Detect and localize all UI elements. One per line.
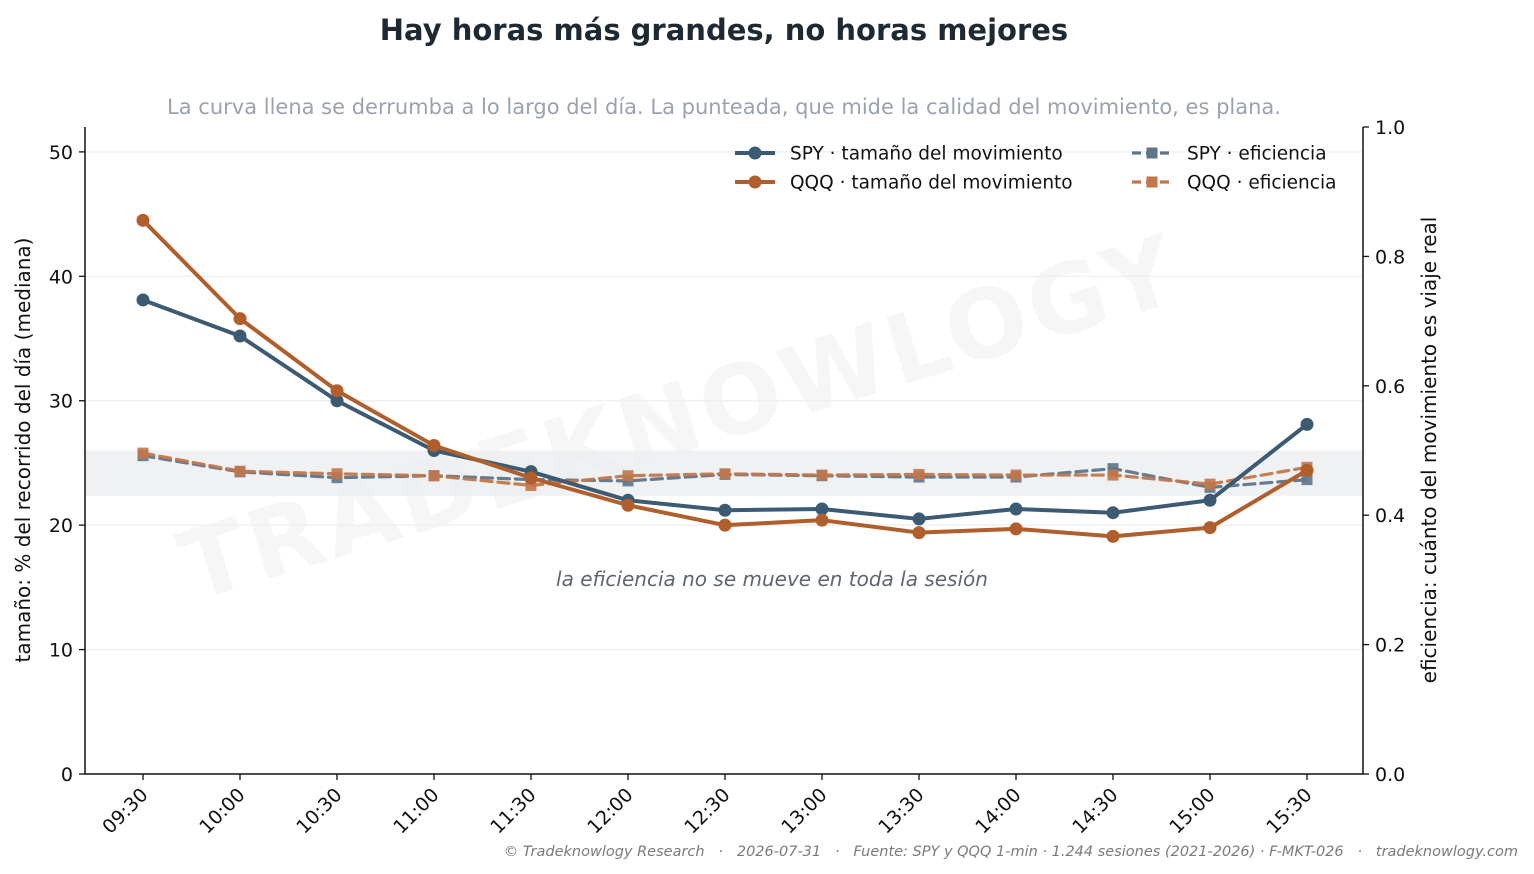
x-tick-label-5: 12:00 [583,784,637,838]
series-3-point-3 [428,470,440,482]
series-0-point-1 [233,329,247,343]
legend-marker-1 [748,175,762,189]
watermark: TRADEKNOWLOGY [167,213,1193,624]
legend-marker-2 [1146,147,1158,159]
right-tick-label-1: 0.2 [1375,635,1405,657]
series-0-point-12 [1300,417,1314,431]
left-tick-label-1: 10 [49,640,73,662]
right-tick-label-0: 0.0 [1375,764,1405,786]
right-tick-label-2: 0.4 [1375,505,1405,527]
series-1-point-5 [621,498,635,512]
series [136,213,1314,543]
series-2-point-10 [1107,463,1119,475]
series-3-point-7 [816,469,828,481]
series-1-point-10 [1106,529,1120,543]
series-1-point-8 [912,526,926,540]
series-0 [136,293,1314,526]
legend-label-1: QQQ · tamaño del movimiento [790,173,1073,194]
x-tick-label-7: 13:00 [777,784,831,838]
series-3 [137,447,1313,491]
legend-label-0: SPY · tamaño del movimiento [790,144,1063,165]
series-1-point-9 [1009,522,1023,536]
right-axis-label: eficiencia: cuánto del movimiento es via… [1417,217,1441,684]
x-tick-label-12: 15:30 [1262,784,1316,838]
series-1-point-4 [524,471,538,485]
series-3-point-5 [622,470,634,482]
right-tick-label-5: 1.0 [1375,117,1405,139]
series-3-point-2 [331,468,343,480]
left-axis-label: tamaño: % del recorrido del día (mediana… [11,238,35,663]
series-3-point-1 [234,465,246,477]
series-0-point-0 [136,293,150,307]
left-tick-label-5: 50 [49,142,73,164]
left-tick-label-3: 30 [49,391,73,413]
x-tick-label-9: 14:00 [971,784,1025,838]
series-0-point-10 [1106,506,1120,520]
x-tick-label-6: 12:30 [680,784,734,838]
series-0-point-11 [1203,493,1217,507]
x-tick-label-1: 10:00 [195,784,249,838]
series-1-point-6 [718,518,732,532]
series-0-point-8 [912,512,926,526]
x-tick-label-11: 15:00 [1165,784,1219,838]
x-tick-label-3: 11:00 [389,784,443,838]
x-tick-label-2: 10:30 [292,784,346,838]
chart-subtitle: La curva llena se derrumba a lo largo de… [167,95,1281,119]
legend-marker-3 [1146,176,1158,188]
series-1 [136,213,1314,543]
series-1-point-0 [136,213,150,227]
left-tick-label-0: 0 [61,764,73,786]
x-tick-label-8: 13:30 [874,784,928,838]
right-tick-label-3: 0.6 [1375,376,1405,398]
x-tick-label-0: 09:30 [98,784,152,838]
series-3-point-9 [1010,469,1022,481]
legend-marker-0 [748,146,762,160]
series-1-point-3 [427,439,441,453]
series-3-point-10 [1107,469,1119,481]
series-0-point-7 [815,502,829,516]
legend-label-3: QQQ · eficiencia [1187,173,1336,194]
series-1-point-11 [1203,521,1217,535]
series-0-point-2 [330,394,344,408]
left-tick-label-2: 20 [49,515,73,537]
legend: SPY · tamaño del movimiento QQQ · tamaño … [735,144,1336,194]
efficiency-annotation: la eficiencia no se mueve en toda la ses… [556,567,988,591]
series-1-point-12 [1300,463,1314,477]
series-0-point-6 [718,503,732,517]
series-2-point-12 [1301,474,1313,486]
series-1-point-7 [815,513,829,527]
axes [84,127,1364,775]
series-3-point-6 [719,468,731,480]
chart-title: Hay horas más grandes, no horas mejores [380,13,1068,47]
left-tick-label-4: 40 [49,266,73,288]
series-1-point-2 [330,384,344,398]
footer-credits: © Tradeknowlogy Research · 2026-07-31 · … [504,844,1518,860]
series-3-point-8 [913,468,925,480]
series-3-point-11 [1204,478,1216,490]
legend-label-2: SPY · eficiencia [1187,144,1327,165]
right-tick-label-4: 0.8 [1375,246,1405,268]
series-0-point-9 [1009,502,1023,516]
series-1-point-1 [233,312,247,326]
x-tick-label-10: 14:30 [1068,784,1122,838]
series-3-point-0 [137,447,149,459]
x-tick-label-4: 11:30 [486,784,540,838]
series-3-point-4 [525,479,537,491]
